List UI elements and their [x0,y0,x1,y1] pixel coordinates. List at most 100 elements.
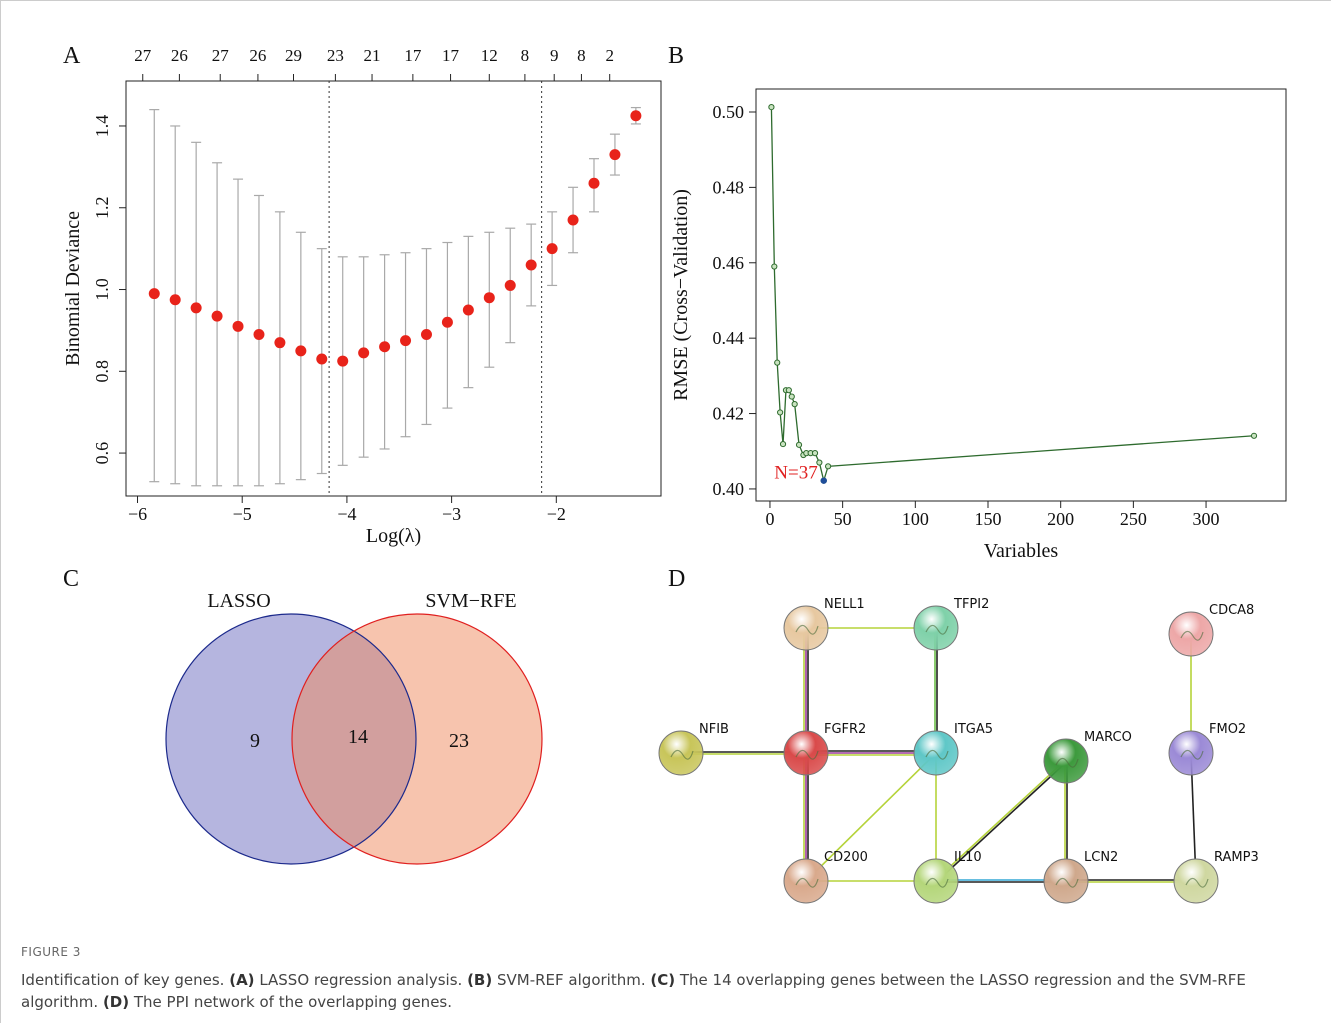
point [588,177,600,189]
set-name: SVM−RFE [425,590,516,612]
caption-part: (D) [102,993,130,1011]
point [1250,432,1258,439]
top-tick-label: 21 [364,46,381,65]
node-glyph [1185,877,1209,888]
y-tick-label: 0.40 [713,479,745,499]
point [295,345,307,357]
x-tick-label: 100 [902,509,929,529]
caption-part: (A) [229,971,255,989]
y-axis-label: RMSE (Cross−Validation) [670,189,692,401]
node-label: IL10 [954,850,982,865]
top-tick-label: 8 [577,46,586,65]
node-glyph [1055,877,1079,888]
point [795,441,803,448]
edge [936,761,1068,883]
x-axis-label: Log(λ) [366,525,421,547]
point [400,335,412,347]
y-tick-label: 1.0 [92,278,112,301]
point [567,214,579,226]
point [483,292,495,304]
node-glyph [1180,630,1204,641]
point [316,353,328,365]
point [771,263,778,270]
node-label: TFPI2 [953,597,989,612]
point [379,341,391,353]
plot-frame [125,80,662,497]
top-tick-label: 26 [249,46,266,65]
x-tick-label: −5 [233,504,252,524]
x-tick-label: −6 [128,504,147,524]
top-tick-label: 26 [171,46,188,65]
point [462,304,474,316]
node-glyph [925,749,949,760]
x-tick-label: 150 [975,509,1002,529]
top-tick-label: 27 [134,46,152,65]
point [546,243,558,255]
caption-part: (C) [650,971,676,989]
error-bar [253,194,264,487]
top-tick-label: 12 [481,46,498,65]
highlight-point [820,477,827,484]
y-tick-label: 1.4 [92,115,112,138]
caption-part: SVM-REF algorithm. [492,971,651,989]
x-tick-label: 250 [1120,509,1147,529]
set-outline [165,613,417,865]
caption-part: The 14 overlapping genes between the LAS… [21,971,1251,1011]
panel-letter: C [63,566,79,592]
panel-letter: D [668,566,685,592]
error-bar [233,178,244,487]
x-tick-label: 200 [1047,509,1074,529]
node-label: NFIB [699,722,729,737]
point [791,401,798,408]
point [811,450,819,457]
point [525,259,537,271]
point [785,387,792,394]
point [253,328,265,340]
point [816,459,823,466]
node-glyph [795,624,819,635]
point [148,288,160,300]
y-axis-label: Binomial Deviance [62,211,84,366]
error-bar [191,141,202,487]
top-tick-label: 9 [550,46,559,65]
panel-letter: B [668,43,684,69]
y-tick-label: 0.42 [713,404,745,424]
y-tick-label: 0.6 [92,442,112,465]
point [274,337,286,349]
y-tick-label: 1.2 [92,196,112,219]
set-count: 9 [250,730,260,752]
x-tick-label: −2 [547,504,566,524]
point [609,149,621,161]
point [420,328,432,340]
caption: Identification of key genes. (A) LASSO r… [21,969,1321,1013]
point [768,103,775,111]
point [211,310,223,322]
error-bar [212,162,223,487]
x-tick-label: 300 [1193,509,1220,529]
caption-part: Identification of key genes. [21,971,230,989]
y-tick-label: 0.50 [713,102,745,122]
top-tick-label: 8 [521,46,530,65]
node-label: FMO2 [1209,722,1246,737]
point [630,110,642,122]
point [232,320,244,332]
panel-letter: A [63,43,81,69]
top-tick-label: 17 [442,46,460,65]
edge [934,759,1066,881]
y-tick-label: 0.48 [713,177,745,197]
x-tick-label: −4 [337,504,356,524]
edge [805,752,937,882]
node-label: ITGA5 [954,722,993,737]
point [779,440,787,448]
point [358,347,370,359]
x-tick-label: 0 [765,509,774,529]
x-tick-label: 50 [834,509,852,529]
y-tick-label: 0.46 [713,253,745,273]
point [825,463,832,470]
node-glyph [795,877,819,888]
node-label: LCN2 [1084,850,1118,865]
set-outline [291,613,543,865]
node-label: NELL1 [824,597,865,612]
x-axis-label: Variables [984,540,1059,562]
